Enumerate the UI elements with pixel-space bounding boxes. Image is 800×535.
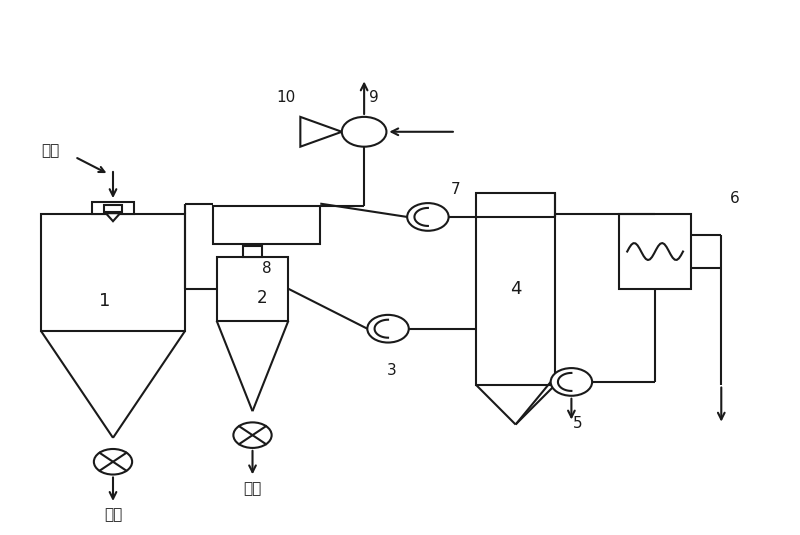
- Circle shape: [234, 422, 272, 448]
- Bar: [476, 193, 555, 385]
- Text: 产品: 产品: [104, 508, 122, 523]
- Text: 7: 7: [451, 182, 461, 197]
- Text: 1: 1: [99, 292, 110, 310]
- Bar: [619, 215, 691, 289]
- Circle shape: [367, 315, 409, 342]
- Text: 9: 9: [369, 90, 378, 105]
- Text: 6: 6: [730, 192, 740, 207]
- Bar: [243, 246, 262, 257]
- Circle shape: [550, 368, 592, 396]
- Text: 4: 4: [510, 280, 522, 298]
- Text: 10: 10: [276, 90, 296, 105]
- Bar: [104, 205, 122, 212]
- Polygon shape: [106, 213, 120, 221]
- Circle shape: [342, 117, 386, 147]
- Text: 料液: 料液: [42, 143, 60, 158]
- Circle shape: [94, 449, 132, 475]
- Text: 2: 2: [257, 289, 267, 308]
- Bar: [213, 207, 320, 243]
- Circle shape: [407, 203, 449, 231]
- Bar: [217, 257, 288, 320]
- Bar: [42, 215, 185, 331]
- Text: 3: 3: [387, 363, 397, 378]
- Text: 产品: 产品: [243, 481, 262, 496]
- Bar: [92, 202, 134, 215]
- Text: 8: 8: [262, 261, 271, 276]
- Polygon shape: [300, 117, 342, 147]
- Text: 5: 5: [573, 416, 582, 431]
